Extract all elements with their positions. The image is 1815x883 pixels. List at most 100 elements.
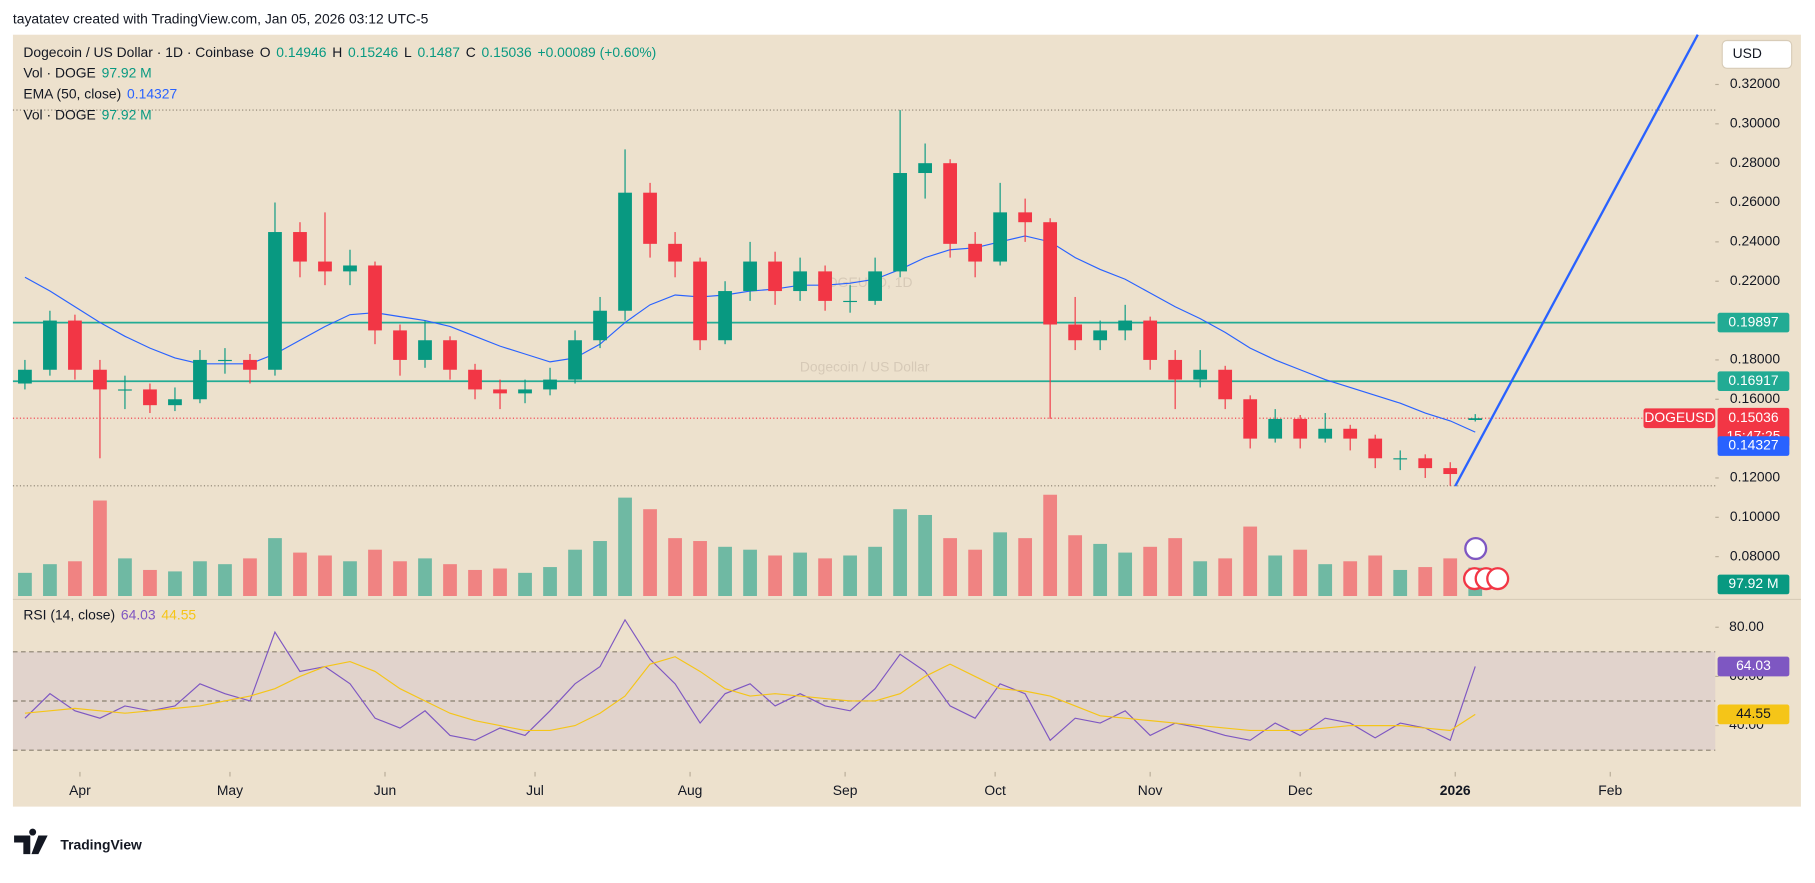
candle-body	[418, 340, 432, 360]
price-label: 0.15036	[1728, 409, 1778, 425]
candle-body	[93, 369, 107, 390]
volume-bar	[93, 500, 107, 596]
y-tick-label: 0.12000	[1730, 469, 1780, 485]
volume-bar	[1218, 558, 1233, 596]
y-tick-label: 0.18000	[1730, 351, 1780, 367]
candle-body	[893, 173, 907, 272]
candle-body	[1468, 418, 1483, 420]
indicator-name: Vol · DOGE	[23, 65, 95, 81]
candle-body	[768, 261, 782, 292]
ohlc-label: C	[466, 44, 476, 60]
candle-body	[1018, 212, 1033, 223]
candle-body	[18, 369, 32, 384]
volume-bar	[843, 555, 857, 596]
indicator-value: 97.92 M	[102, 106, 152, 122]
candle-body	[1368, 438, 1383, 459]
candle-body	[1093, 330, 1108, 341]
ohlc-label: H	[332, 44, 342, 60]
rsi-line	[24, 656, 1476, 732]
candle-body	[1043, 222, 1058, 325]
y-tick-label: 0.08000	[1730, 547, 1780, 563]
volume-bar	[593, 541, 607, 596]
candle-body	[1343, 428, 1358, 439]
volume-bar	[43, 564, 57, 596]
y-tick-label: 0.10000	[1730, 508, 1780, 524]
candle-body	[1118, 320, 1133, 331]
volume-bar	[193, 561, 207, 596]
y-tick-label: 80.00	[1729, 618, 1764, 634]
x-tick-label: 2026	[1440, 782, 1471, 798]
volume-bar	[943, 538, 957, 596]
volume-bar	[1093, 543, 1108, 596]
volume-bar	[143, 569, 157, 596]
x-tick-label: Sep	[833, 782, 858, 798]
volume-bar	[918, 514, 932, 596]
volume-bar	[1043, 494, 1058, 596]
rsi-ma-label: 44.55	[1736, 705, 1771, 721]
symbol-label: DOGEUSD	[1644, 409, 1714, 425]
ohlc-value: 0.14946	[276, 44, 326, 60]
candle-body	[918, 163, 932, 174]
volume-bar	[818, 558, 832, 596]
candle-body	[743, 261, 757, 292]
x-tick-label: May	[217, 782, 243, 798]
volume-bar	[693, 541, 707, 596]
candle-body	[643, 192, 657, 244]
volume-bar	[393, 561, 407, 596]
candle-body	[1218, 369, 1233, 400]
ohlc-value: 0.15036	[482, 44, 532, 60]
y-tick-label: 0.24000	[1730, 233, 1780, 249]
candle-body	[668, 243, 682, 262]
volume-bar	[1118, 552, 1133, 596]
volume-bar	[1393, 569, 1408, 596]
indicator-name: Vol · DOGE	[23, 106, 95, 122]
y-tick-label: 0.30000	[1730, 115, 1780, 131]
candle-body	[1143, 320, 1158, 360]
candle-body	[1393, 458, 1408, 460]
x-tick-label: Feb	[1598, 782, 1622, 798]
candle-body	[968, 243, 983, 262]
volume-bar	[568, 549, 582, 596]
currency-button[interactable]	[1721, 39, 1793, 69]
ohlc-value: 0.15246	[348, 44, 398, 60]
y-tick-label: 0.16000	[1730, 390, 1780, 406]
y-tick-label: 0.32000	[1730, 75, 1780, 91]
volume-bar	[1343, 561, 1358, 596]
volume-bar	[443, 564, 457, 596]
y-tick-label: 0.28000	[1730, 154, 1780, 170]
x-tick-label: Nov	[1138, 782, 1163, 798]
x-tick-label: Jun	[374, 782, 396, 798]
candle-body	[1243, 399, 1258, 439]
candle-body	[443, 340, 457, 370]
candle-body	[118, 389, 132, 391]
candle-body	[593, 310, 607, 341]
y-tick-label: 0.26000	[1730, 193, 1780, 209]
candle-body	[693, 261, 707, 341]
volume-bar	[1243, 526, 1258, 596]
volume-bar	[968, 549, 983, 596]
credit: tayatatev created with TradingView.com, …	[13, 10, 429, 26]
candle-body	[1418, 458, 1433, 469]
volume-bar	[418, 558, 432, 596]
level-label-bg	[1717, 312, 1790, 333]
rsi-value: 64.03	[121, 606, 156, 622]
candle-body	[218, 359, 232, 362]
candle-body	[568, 340, 582, 380]
volume-bar	[1293, 549, 1308, 596]
volume-bar	[468, 569, 482, 596]
volume-bar	[343, 561, 357, 596]
candle-body	[468, 369, 482, 390]
volume-bar	[743, 549, 757, 596]
volume-bar	[543, 567, 557, 596]
candle-body	[1068, 324, 1083, 341]
volume-bar	[768, 555, 782, 596]
candle-body	[493, 389, 507, 394]
volume-bar	[493, 568, 507, 596]
volume-bar	[1318, 564, 1333, 596]
currency: USD	[1733, 45, 1762, 61]
ohlc-value: 0.1487	[417, 44, 460, 60]
ohlc-label: O	[260, 44, 271, 60]
candle-body	[793, 271, 807, 292]
volume-bar	[293, 552, 307, 596]
